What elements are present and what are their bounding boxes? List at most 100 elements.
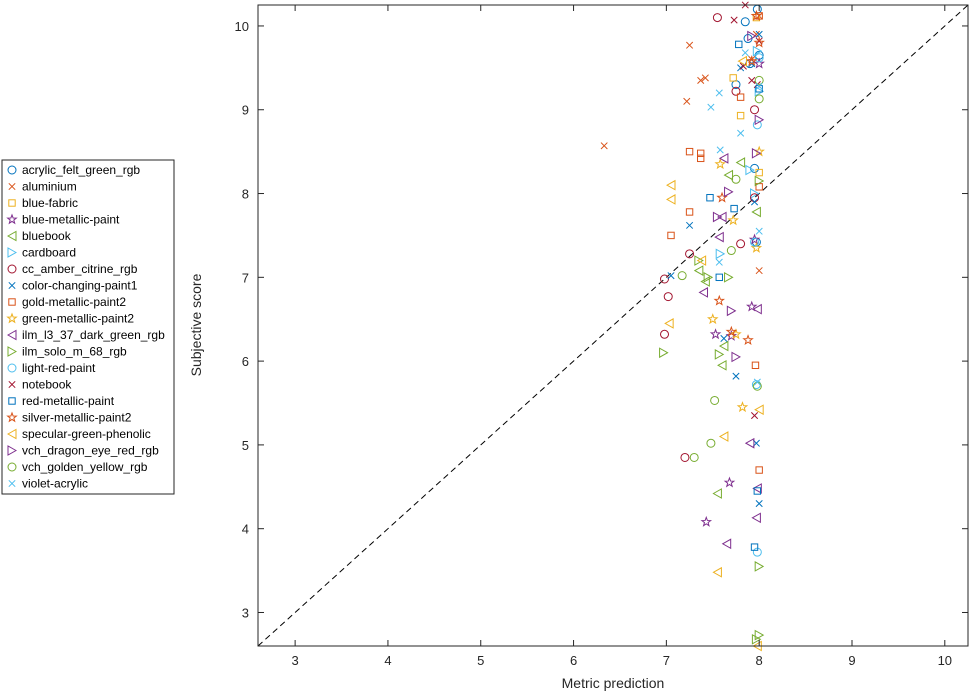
- data-point: [714, 158, 726, 170]
- legend-marker: [7, 462, 17, 472]
- data-point: [726, 246, 736, 256]
- legend-marker: [6, 428, 17, 440]
- data-point: [751, 206, 761, 218]
- legend-marker: [6, 312, 18, 324]
- data-point: [736, 93, 745, 101]
- legend-marker: [8, 281, 16, 290]
- data-point: [754, 75, 764, 85]
- legend-entry: notebook: [22, 378, 72, 392]
- data-point: [715, 89, 723, 97]
- data-point: [685, 208, 694, 216]
- series-blue-metallic-paint: [700, 57, 765, 527]
- data-point: [755, 267, 763, 275]
- x-tick-label: 10: [938, 653, 952, 668]
- data-point: [755, 82, 763, 90]
- data-point: [755, 466, 763, 474]
- plot-background: [258, 5, 968, 646]
- legend-marker: [7, 363, 17, 373]
- data-point: [710, 395, 720, 405]
- data-point: [697, 149, 705, 158]
- legend-entry: bluebook: [22, 229, 72, 243]
- legend-marker: [8, 397, 16, 405]
- series-cc_amber_citrine_rgb: [660, 13, 760, 462]
- data-point: [730, 204, 738, 213]
- series-gold-metallic-paint2: [667, 12, 763, 474]
- data-point: [740, 17, 750, 27]
- data-point: [755, 500, 763, 508]
- data-point: [752, 303, 762, 315]
- data-point: [712, 211, 723, 223]
- data-point: [664, 318, 674, 329]
- data-point: [731, 351, 741, 363]
- data-point: [703, 271, 714, 283]
- data-point: [753, 57, 765, 69]
- data-point: [750, 105, 760, 115]
- data-point: [729, 74, 737, 82]
- x-tick-label: 7: [663, 653, 670, 668]
- legend-entry: ilm_solo_m_68_rgb: [22, 345, 127, 359]
- data-point: [680, 452, 690, 462]
- legend-marker: [6, 213, 18, 225]
- legend-entry: ilm_l3_37_dark_green_rgb: [22, 328, 165, 342]
- data-point: [750, 543, 759, 551]
- data-point: [750, 9, 763, 21]
- legend-entry: cardboard: [22, 246, 76, 260]
- legend-entry: green-metallic-paint2: [22, 312, 134, 326]
- data-point: [718, 152, 729, 164]
- data-point: [667, 231, 675, 240]
- data-point: [718, 340, 729, 352]
- data-point: [685, 147, 694, 156]
- data-point: [736, 239, 746, 249]
- data-point: [752, 120, 762, 130]
- data-point: [750, 237, 760, 247]
- data-point: [715, 258, 723, 266]
- legend-marker: [8, 182, 16, 191]
- data-point: [753, 378, 761, 386]
- data-point: [707, 103, 715, 111]
- y-tick-label: 5: [242, 438, 249, 453]
- data-point: [697, 76, 705, 84]
- legend-entry: red-metallic-paint: [22, 394, 115, 408]
- data-point: [707, 313, 719, 325]
- data-point: [750, 198, 759, 206]
- data-point: [752, 483, 762, 494]
- data-point: [754, 561, 765, 572]
- series-ilm_solo_m_68_rgb: [659, 175, 765, 645]
- x-axis-label: Metric prediction: [562, 675, 665, 691]
- legend-marker: [8, 380, 16, 389]
- data-point: [660, 274, 670, 284]
- data-point: [755, 227, 763, 235]
- data-point: [737, 55, 747, 67]
- y-tick-label: 8: [242, 187, 249, 202]
- x-tick-label: 8: [756, 653, 763, 668]
- data-point: [748, 233, 761, 245]
- data-point: [689, 452, 699, 462]
- data-point: [726, 305, 737, 317]
- y-tick-label: 6: [242, 354, 249, 369]
- x-tick-label: 9: [848, 653, 855, 668]
- data-point: [663, 292, 673, 302]
- legend-marker: [7, 165, 17, 175]
- data-point: [725, 329, 738, 341]
- y-tick-label: 3: [242, 605, 249, 620]
- legend-marker: [8, 298, 16, 306]
- data-point: [715, 248, 726, 260]
- data-point: [754, 404, 764, 416]
- data-point: [745, 164, 755, 176]
- legend-entry: blue-metallic-paint: [22, 213, 120, 227]
- y-tick-label: 7: [242, 270, 249, 285]
- data-point: [720, 334, 728, 343]
- data-point: [721, 538, 732, 550]
- series-violet-acrylic: [707, 49, 763, 386]
- data-point: [698, 287, 708, 298]
- y-axis-label: Subjective score: [188, 273, 204, 376]
- plot-frame: [257, 4, 969, 647]
- data-point: [744, 437, 755, 449]
- data-point: [706, 194, 714, 202]
- series-green-metallic-paint2: [707, 145, 765, 413]
- data-point: [745, 300, 758, 312]
- data-point: [750, 188, 760, 199]
- legend-entry: vch_dragon_eye_red_rgb: [22, 444, 159, 458]
- legend: acrylic_felt_green_rgb aluminium blue-fabr…: [1, 159, 175, 495]
